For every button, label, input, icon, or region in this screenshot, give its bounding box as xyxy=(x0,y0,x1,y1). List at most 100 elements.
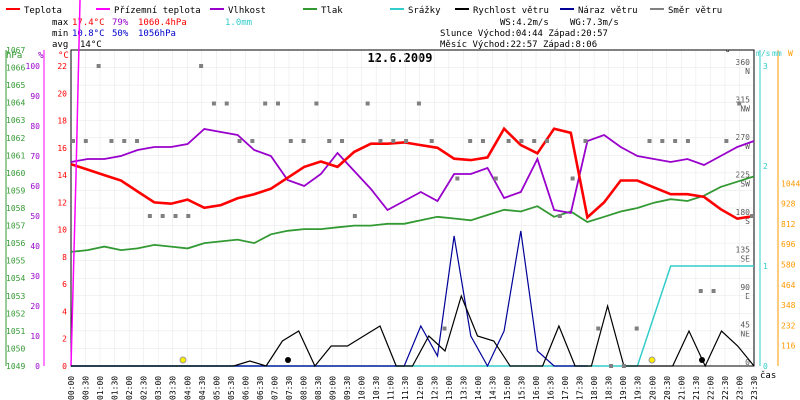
wind-direction-dot xyxy=(685,139,690,143)
wind-direction-dot xyxy=(83,139,88,143)
x-tick-label: 19:30 xyxy=(634,376,643,400)
wind-direction-dot xyxy=(237,139,242,143)
axis-label-direction: ° xyxy=(725,49,730,59)
wind-direction-dot xyxy=(365,101,370,106)
tick-label-hpa: 1056 xyxy=(6,239,25,248)
legend-label: Srážky xyxy=(408,6,441,16)
tick-label-percent: 60 xyxy=(30,182,40,191)
wind-direction-dot xyxy=(391,139,396,143)
tick-label-hpa: 1051 xyxy=(6,327,25,336)
tick-label-percent: 40 xyxy=(30,242,40,251)
stats-wg: WG:7.3m/s xyxy=(570,18,619,28)
tick-label-direction: 45 xyxy=(740,321,750,330)
wind-direction-dot xyxy=(557,214,562,218)
axis-label-wm2: W xyxy=(788,49,793,58)
tick-label-ms: 3 xyxy=(763,62,768,71)
tick-label-hpa: 1060 xyxy=(6,169,25,178)
x-tick-label: 03:00 xyxy=(154,376,163,400)
stats-min-temp: 10.8°C xyxy=(72,29,105,39)
wind-direction-dot xyxy=(327,139,332,143)
wind-direction-dot xyxy=(263,101,268,106)
tick-label-ms: 2 xyxy=(763,162,768,171)
x-tick-label: 02:30 xyxy=(140,376,149,400)
wind-direction-dot xyxy=(660,139,665,143)
tick-label-hpa: 1054 xyxy=(6,274,25,283)
tick-label-wm2: 580 xyxy=(781,261,796,270)
x-tick-label: 21:00 xyxy=(677,376,686,400)
wind-direction-dot xyxy=(596,326,601,331)
wind-direction-dot xyxy=(314,101,319,106)
x-tick-label: 13:00 xyxy=(445,376,454,400)
x-tick-label: 23:30 xyxy=(750,376,759,400)
legend-label: Náraz větru xyxy=(578,6,638,16)
wind-direction-dot xyxy=(480,139,485,143)
x-tick-label: 21:30 xyxy=(692,376,701,400)
wind-direction-dot xyxy=(673,139,678,143)
axis-label-celsius: °C xyxy=(58,51,69,61)
wind-direction-dot xyxy=(301,139,306,143)
x-tick-label: 11:30 xyxy=(401,376,410,400)
tick-label-hpa: 1064 xyxy=(6,99,25,108)
tick-label-percent: 100 xyxy=(26,62,41,71)
x-tick-label: 00:30 xyxy=(82,376,91,400)
tick-label-direction: W xyxy=(745,142,750,151)
stats-min-hum: 50% xyxy=(112,29,129,39)
wind-direction-dot xyxy=(506,139,511,143)
x-tick-label: 08:00 xyxy=(300,376,309,400)
tick-label-wm2: 116 xyxy=(781,342,796,351)
tick-label-celsius: 2 xyxy=(62,335,67,344)
tick-label-direction: 180 xyxy=(736,208,751,217)
x-tick-label: 04:30 xyxy=(198,376,207,400)
tick-label-direction: SE xyxy=(740,255,750,264)
x-tick-label: 18:30 xyxy=(605,376,614,400)
x-tick-label: 03:30 xyxy=(169,376,178,400)
wind-direction-dot xyxy=(711,289,716,293)
tick-label-celsius: 16 xyxy=(57,144,67,153)
tick-label-direction: 315 xyxy=(736,96,751,105)
x-tick-label: 19:00 xyxy=(619,376,628,400)
x-tick-label: 08:30 xyxy=(314,376,323,400)
tick-label-percent: 10 xyxy=(30,332,40,341)
series-group xyxy=(70,0,755,368)
wind-direction-dot xyxy=(199,64,204,68)
x-tick-label: 07:00 xyxy=(270,376,279,400)
x-tick-label: 23:00 xyxy=(735,376,744,400)
wind-direction-dot xyxy=(519,139,524,143)
series-temperature xyxy=(70,126,755,221)
stats-moon: Měsíc Východ:22:57 Západ:8:06 xyxy=(440,40,597,50)
tick-label-direction: N xyxy=(745,67,750,76)
series-ground-temperature xyxy=(70,0,81,367)
wind-direction-dot xyxy=(634,326,639,331)
wind-direction-dot xyxy=(621,364,626,368)
wind-direction-dot xyxy=(493,176,498,181)
wind-direction-dot xyxy=(160,214,165,218)
tick-label-celsius: 6 xyxy=(62,280,67,289)
wind-direction-dot xyxy=(352,214,357,218)
legend-label: Vlhkost xyxy=(228,6,266,16)
x-tick-label: 10:00 xyxy=(358,376,367,400)
tick-label-hpa: 1050 xyxy=(6,344,25,353)
x-tick-label: 04:00 xyxy=(183,376,192,400)
tick-label-hpa: 1052 xyxy=(6,309,25,318)
tick-label-direction: 135 xyxy=(736,246,751,255)
wind-direction-dot xyxy=(468,139,473,143)
wind-direction-dot xyxy=(609,364,614,368)
x-tick-label: 16:30 xyxy=(547,376,556,400)
tick-label-hpa: 1063 xyxy=(6,116,25,125)
x-tick-label: 01:00 xyxy=(96,376,105,400)
wind-direction-dot xyxy=(404,139,409,143)
x-tick-label: 20:00 xyxy=(648,376,657,400)
wind-direction-dot xyxy=(378,139,383,143)
tick-label-percent: 50 xyxy=(30,212,40,221)
tick-label-hpa: 1058 xyxy=(6,204,25,213)
tick-label-celsius: 22 xyxy=(57,62,67,71)
x-tick-label: 18:00 xyxy=(590,376,599,400)
tick-label-celsius: 8 xyxy=(62,253,67,262)
tick-label-direction: NE xyxy=(740,330,750,339)
wind-direction-dot xyxy=(186,214,191,218)
axis-label-hpa: hPa xyxy=(6,51,22,61)
tick-label-percent: 30 xyxy=(30,272,40,281)
series-humidity xyxy=(70,128,755,215)
wind-direction-dot xyxy=(570,176,575,181)
moonrise-marker xyxy=(699,357,705,363)
